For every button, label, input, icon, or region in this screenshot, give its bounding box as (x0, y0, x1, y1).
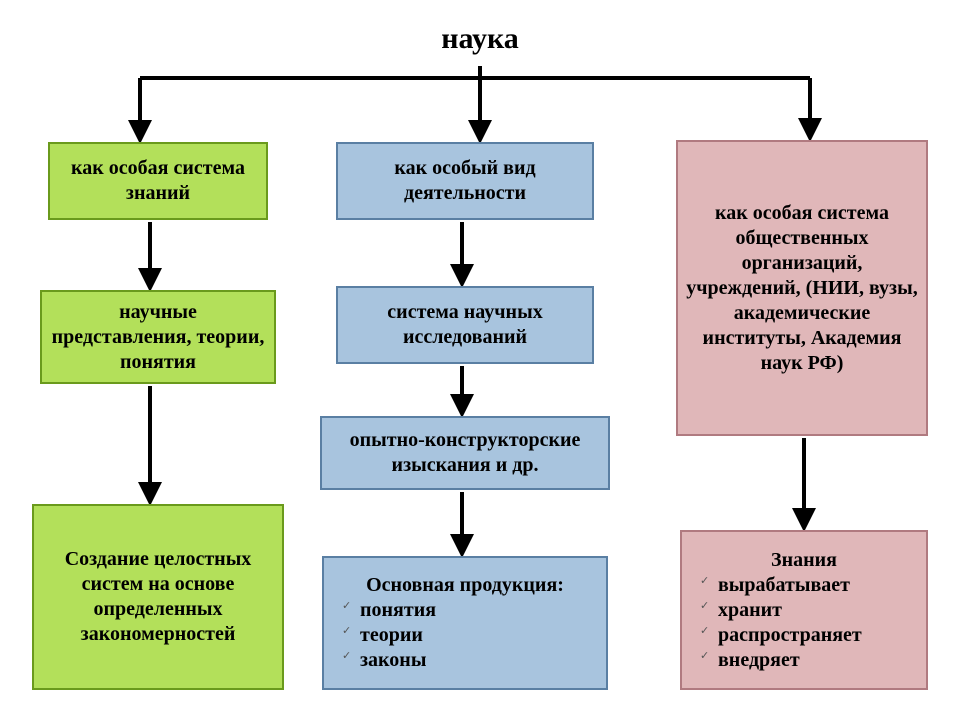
node-green-2: научные представления, теории, понятия (40, 290, 276, 384)
node-text: как особая система знаний (56, 156, 260, 206)
node-list: вырабатывает хранит распространяет внедр… (688, 573, 920, 673)
node-blue-4: Основная продукция: понятия теории закон… (322, 556, 608, 690)
node-blue-3: опытно-конструкторские изыскания и др. (320, 416, 610, 490)
list-item: внедряет (700, 648, 920, 673)
node-text: как особая система общественных организа… (684, 201, 920, 376)
node-text: опытно-конструкторские изыскания и др. (328, 428, 602, 478)
node-pink-1: как особая система общественных организа… (676, 140, 928, 436)
node-pink-2: Знания вырабатывает хранит распространяе… (680, 530, 928, 690)
node-blue-1: как особый вид деятельности (336, 142, 594, 220)
list-item: вырабатывает (700, 573, 920, 598)
node-text: научные представления, теории, понятия (48, 300, 268, 375)
node-text: система научных исследований (344, 300, 586, 350)
list-item: распространяет (700, 623, 920, 648)
node-green-1: как особая система знаний (48, 142, 268, 220)
node-green-3: Создание целостных систем на основе опре… (32, 504, 284, 690)
node-text: Создание целостных систем на основе опре… (40, 547, 276, 647)
list-item: хранит (700, 598, 920, 623)
diagram-title: наука (0, 22, 960, 56)
node-list: понятия теории законы (330, 598, 600, 673)
node-list-title: Знания (688, 548, 920, 573)
node-text: как особый вид деятельности (344, 156, 586, 206)
list-item: теории (342, 623, 600, 648)
node-list-title: Основная продукция: (330, 573, 600, 598)
list-item: законы (342, 648, 600, 673)
list-item: понятия (342, 598, 600, 623)
node-blue-2: система научных исследований (336, 286, 594, 364)
